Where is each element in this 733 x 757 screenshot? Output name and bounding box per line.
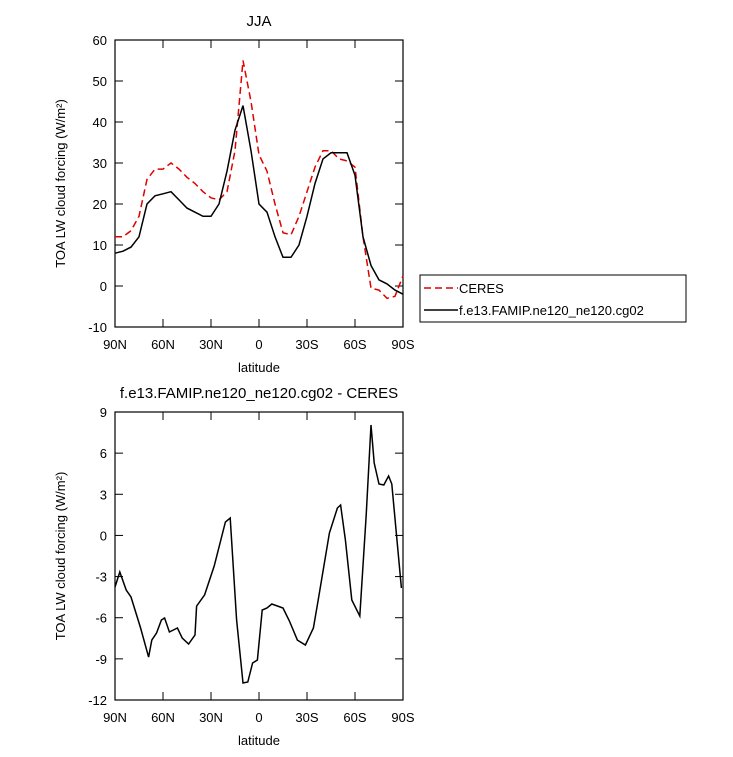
y-tick-label: 30 [93,156,107,171]
x-tick-label: 30N [199,337,223,352]
data-line [115,60,404,300]
x-tick-label: 60S [343,710,366,725]
x-axis-label: latitude [238,360,280,375]
x-tick-label: 90S [391,337,414,352]
y-tick-label: 20 [93,197,107,212]
y-tick-label: -3 [95,570,107,585]
data-line [114,105,404,295]
y-axis-label: TOA LW cloud forcing (W/m²) [53,472,68,641]
y-tick-label: 0 [100,528,107,543]
plot-frame [114,39,404,328]
x-axis-label: latitude [238,733,280,748]
x-tick-label: 30S [295,710,318,725]
y-tick-label: 50 [93,74,107,89]
y-tick-label: -10 [88,320,107,335]
y-tick-label: 3 [100,487,107,502]
y-tick-label: 9 [100,405,107,420]
legend-label: f.e13.FAMIP.ne120_ne120.cg02 [459,303,644,318]
y-tick-label: -6 [95,611,107,626]
x-tick-label: 60N [151,710,175,725]
x-tick-label: 0 [255,710,262,725]
y-tick-label: 40 [93,115,107,130]
plot-frame [114,411,404,701]
y-axis-label: TOA LW cloud forcing (W/m²) [53,99,68,268]
x-tick-label: 90N [103,710,127,725]
x-tick-label: 30S [295,337,318,352]
x-tick-label: 30N [199,710,223,725]
y-tick-label: -12 [88,693,107,708]
legend-label: CERES [459,281,504,296]
y-tick-label: 60 [93,33,107,48]
x-tick-label: 90S [391,710,414,725]
x-tick-label: 60S [343,337,366,352]
y-tick-label: 10 [93,238,107,253]
chart-title: JJA [246,13,271,30]
x-tick-label: 60N [151,337,175,352]
data-line [114,424,403,684]
y-tick-label: 6 [100,446,107,461]
legend-box [419,274,687,323]
chart-title: f.e13.FAMIP.ne120_ne120.cg02 - CERES [120,385,398,402]
x-tick-label: 0 [255,337,262,352]
y-tick-label: -9 [95,652,107,667]
y-tick-label: 0 [100,279,107,294]
x-tick-label: 90N [103,337,127,352]
